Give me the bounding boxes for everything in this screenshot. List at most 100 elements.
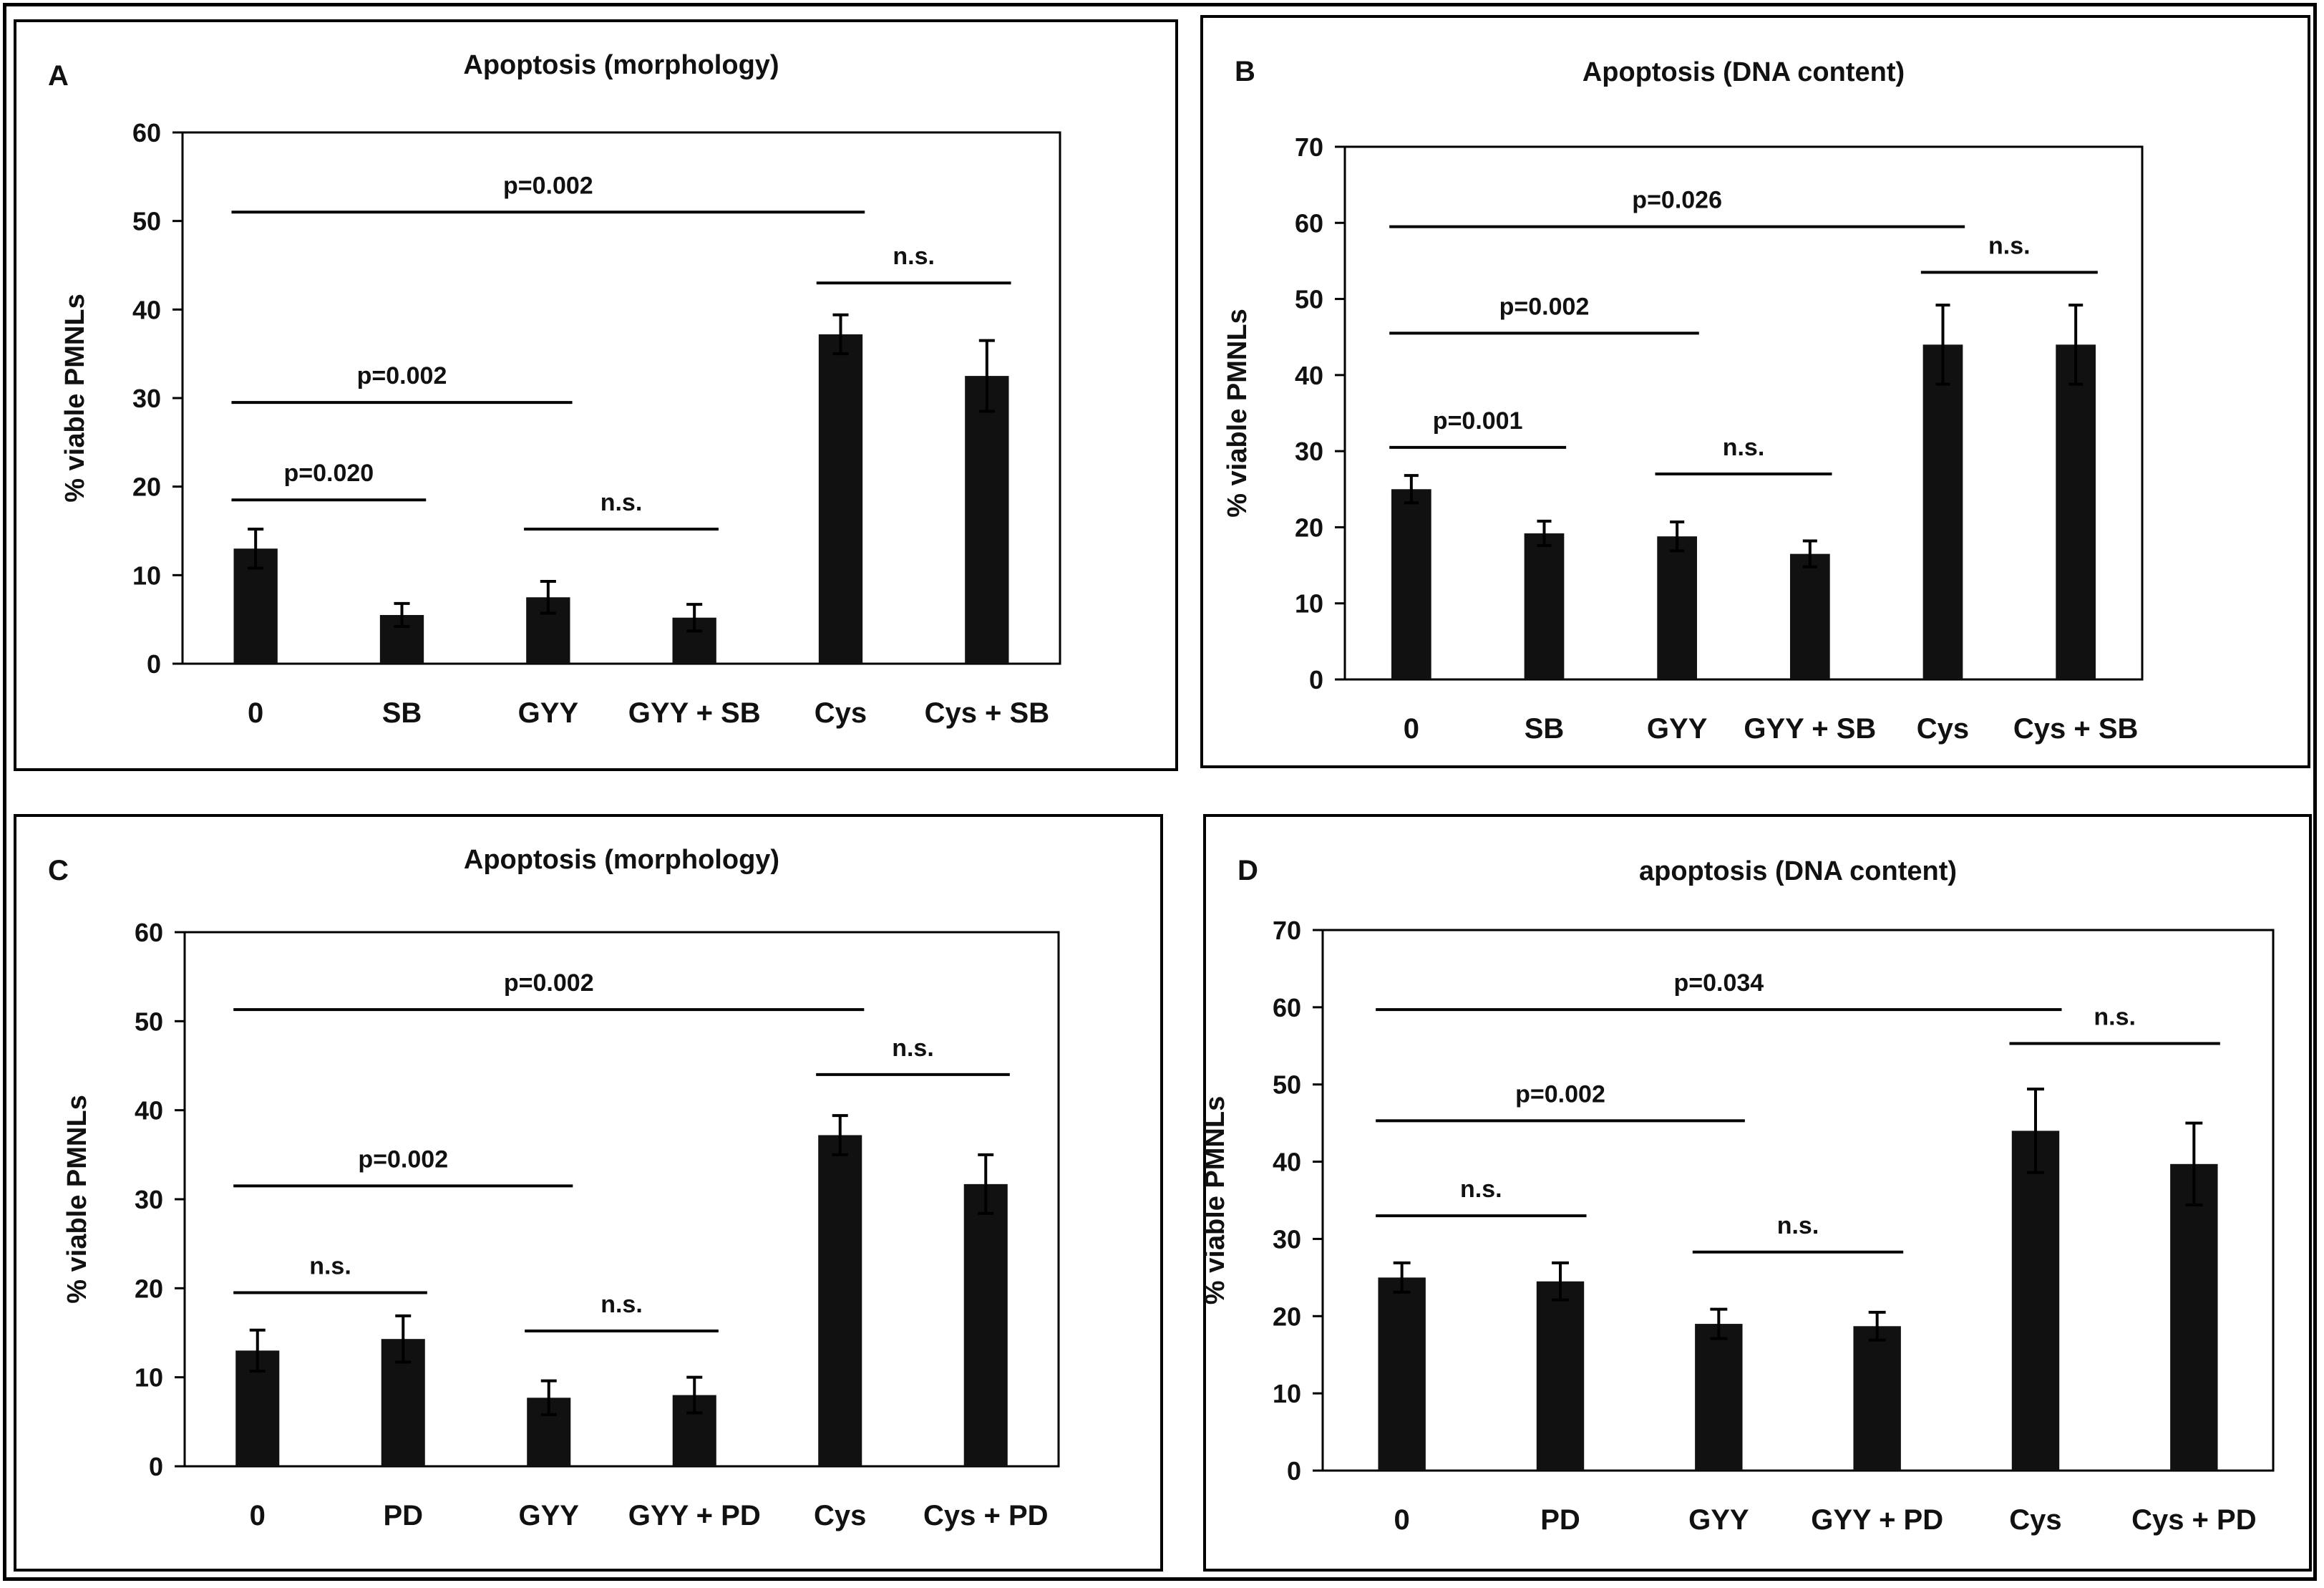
x-tick-label: SB [382, 697, 422, 729]
y-tick-label: 40 [132, 295, 161, 324]
y-tick-label: 50 [1295, 285, 1323, 314]
significance-label: p=0.026 [1632, 187, 1722, 214]
chart-title: Apoptosis (DNA content) [1582, 57, 1905, 87]
chart-b: B Apoptosis (DNA content) % viable PMNLs 0 1… [1222, 56, 2144, 745]
y-tick-label: 20 [132, 473, 161, 502]
y-tick-label: 60 [132, 118, 161, 147]
y-tick-label: 60 [1273, 993, 1301, 1022]
y-tick-label: 0 [1309, 665, 1323, 694]
y-tick-label: 10 [1273, 1379, 1301, 1408]
y-tick-label: 30 [1295, 437, 1323, 466]
y-tick-label: 30 [1273, 1224, 1301, 1254]
x-tick-label: 0 [250, 1500, 266, 1531]
bar [965, 376, 1009, 664]
bar [2170, 1163, 2218, 1471]
bar [1536, 1281, 1585, 1471]
bar [1789, 553, 1830, 679]
chart-title: Apoptosis (morphology) [464, 845, 779, 875]
significance-label: p=0.002 [503, 172, 593, 199]
y-tick-label: 50 [135, 1007, 163, 1036]
plot-area [183, 931, 1060, 1468]
chart-c: C Apoptosis (morphology) % viable PMNLs 0 10… [48, 845, 1060, 1531]
y-tick-label: 10 [1295, 589, 1323, 619]
y-axis-label: % viable PMNLs [60, 294, 90, 502]
x-tick-label: Cys [814, 1500, 866, 1531]
y-tick-label: 40 [1295, 361, 1323, 390]
y-tick-label: 0 [149, 1452, 163, 1481]
x-tick-label: GYY + PD [1811, 1504, 1943, 1536]
bar [1524, 533, 1565, 679]
significance-label: n.s. [601, 1291, 643, 1318]
plot-area [1321, 929, 2275, 1472]
bar [963, 1183, 1008, 1466]
significance-label: p=0.020 [283, 460, 374, 487]
x-tick-label: GYY + PD [628, 1500, 761, 1531]
significance-label: n.s. [893, 243, 935, 270]
panel-b: B Apoptosis (DNA content) % viable PMNLs 0 1… [1200, 15, 2310, 768]
figure-frame: A Apoptosis (morphology) % viable PMNLs 0 10… [3, 3, 2317, 1581]
bar [1853, 1326, 1901, 1471]
y-tick-label: 30 [132, 384, 161, 413]
panel-label-b: B [1235, 56, 1255, 87]
panel-a: A Apoptosis (morphology) % viable PMNLs 0 10… [14, 19, 1178, 771]
x-tick-label: GYY [1688, 1504, 1749, 1536]
significance-label: n.s. [1988, 232, 2031, 259]
significance-label: n.s. [2094, 1004, 2136, 1031]
chart-title: Apoptosis (morphology) [463, 50, 779, 80]
y-tick-label: 0 [1287, 1456, 1301, 1486]
significance-label: p=0.002 [504, 969, 594, 997]
x-tick-label: Cys + PD [923, 1500, 1049, 1531]
chart-a: A Apoptosis (morphology) % viable PMNLs 0 10… [48, 50, 1061, 729]
panel-label-a: A [48, 60, 69, 92]
x-tick-label: GYY [518, 697, 579, 729]
significance-label: n.s. [1777, 1212, 1819, 1239]
bar [1657, 536, 1698, 679]
y-tick-label: 20 [135, 1274, 163, 1303]
x-tick-label: 0 [1394, 1504, 1410, 1536]
chart-title: apoptosis (DNA content) [1639, 856, 1957, 886]
y-tick-label: 20 [1295, 513, 1323, 542]
significance-label: p=0.002 [357, 362, 447, 389]
significance-label: p=0.002 [1499, 293, 1590, 320]
y-tick-label: 0 [147, 649, 161, 679]
y-tick-label: 60 [135, 918, 163, 947]
y-tick-label: 60 [1295, 208, 1323, 238]
y-tick-label: 10 [135, 1363, 163, 1393]
x-tick-label: 0 [1404, 713, 1419, 745]
x-tick-label: PD [383, 1500, 423, 1531]
plot-area [1343, 145, 2144, 681]
x-tick-label: PD [1540, 1504, 1580, 1536]
significance-label: n.s. [601, 489, 643, 516]
y-tick-label: 20 [1273, 1302, 1301, 1331]
x-tick-label: Cys + SB [2013, 713, 2139, 745]
y-tick-label: 70 [1295, 132, 1323, 162]
significance-label: n.s. [1723, 434, 1765, 461]
y-axis-label: % viable PMNLs [1200, 1096, 1230, 1304]
significance-label: p=0.002 [1515, 1080, 1605, 1108]
x-tick-label: GYY [519, 1500, 580, 1531]
y-tick-label: 50 [1273, 1070, 1301, 1100]
y-axis-label: % viable PMNLs [62, 1095, 92, 1303]
y-tick-label: 40 [1273, 1148, 1301, 1177]
y-tick-label: 30 [135, 1185, 163, 1214]
x-tick-label: Cys [815, 697, 867, 729]
significance-label: n.s. [1460, 1176, 1502, 1203]
significance-label: p=0.034 [1673, 969, 1764, 997]
bar [1922, 344, 1963, 679]
y-tick-label: 40 [135, 1096, 163, 1125]
bar [1378, 1277, 1426, 1471]
bar [2056, 344, 2096, 679]
x-tick-label: Cys [2009, 1504, 2061, 1536]
x-tick-label: Cys [1917, 713, 1969, 745]
significance-label: p=0.001 [1433, 407, 1523, 435]
x-tick-label: GYY [1647, 713, 1708, 745]
y-axis-label: % viable PMNLs [1222, 309, 1253, 517]
x-tick-label: Cys + PD [2131, 1504, 2257, 1536]
y-tick-label: 50 [132, 207, 161, 236]
significance-label: n.s. [892, 1035, 934, 1062]
x-tick-label: GYY + SB [628, 697, 761, 729]
bar [1695, 1324, 1743, 1471]
panel-label-c: C [48, 855, 69, 886]
